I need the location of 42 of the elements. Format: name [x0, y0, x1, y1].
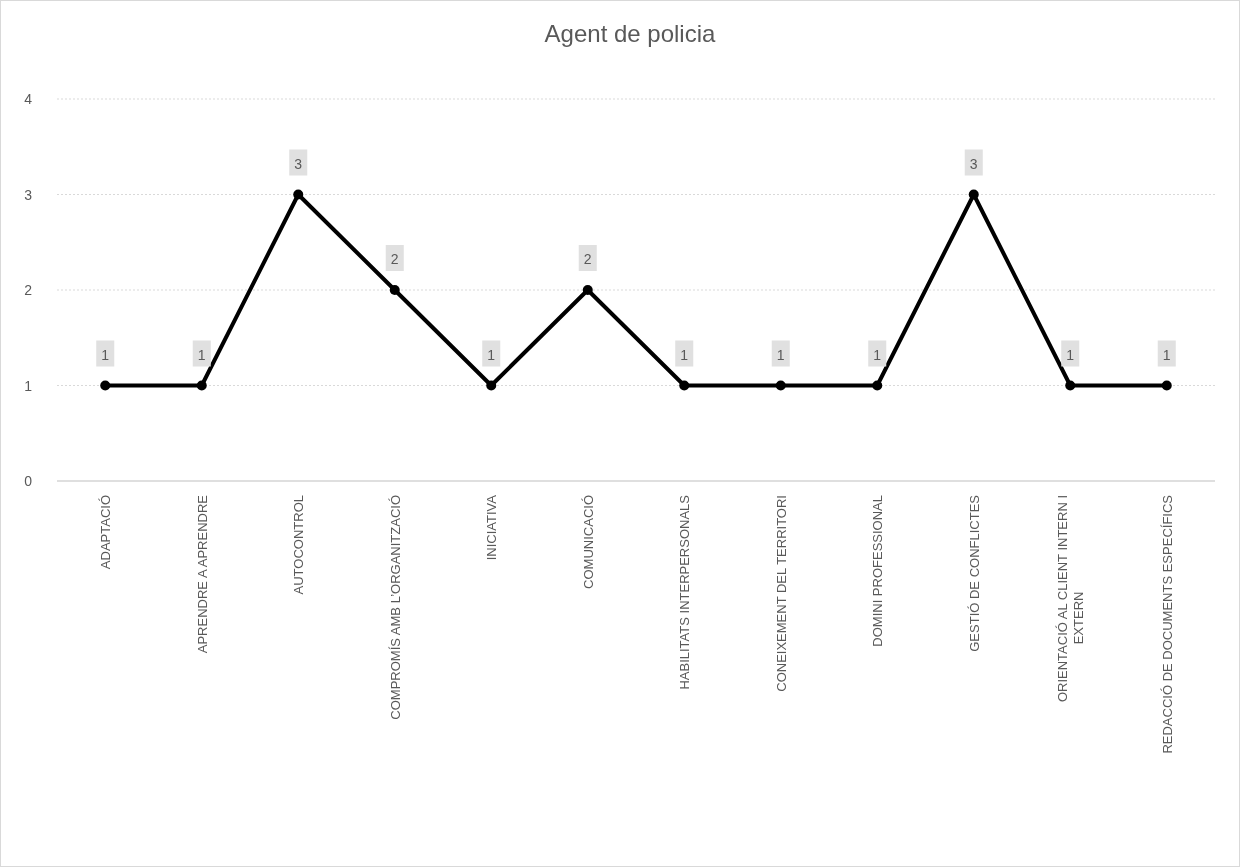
x-tick-label: APRENDRE A APRENDRE — [194, 494, 210, 654]
data-label: 1 — [1162, 346, 1171, 363]
y-tick-label: 2 — [24, 282, 33, 298]
data-label: 1 — [1066, 346, 1075, 363]
data-label: 1 — [680, 346, 689, 363]
y-tick-label: 0 — [24, 473, 33, 489]
y-tick-label: 4 — [24, 91, 33, 107]
data-label: 1 — [776, 346, 785, 363]
y-tick-label: 3 — [24, 186, 33, 203]
x-tick-label: ADAPTACIÓ — [98, 495, 114, 570]
point — [582, 285, 593, 295]
data-label: 2 — [390, 251, 399, 267]
x-tick-label: REDACCIÓ DE DOCUMENTS ESPECÍFICS — [1159, 494, 1175, 754]
point — [196, 380, 207, 391]
point — [293, 189, 304, 200]
point — [389, 285, 400, 295]
x-tick-label: DOMINI PROFESSIONAL — [870, 495, 886, 647]
x-tick-label: CONEIXEMENT DEL TERRITORI — [773, 495, 789, 692]
chart-title: Agent de policia — [544, 20, 717, 47]
data-label: 1 — [487, 346, 496, 363]
x-tick-label: COMUNICACIÓ — [580, 495, 596, 589]
data-label: 3 — [294, 155, 303, 172]
x-tick-label: COMPROMÍS AMB L’ORGANITZACIÓ — [387, 495, 403, 720]
data-label: 1 — [873, 346, 882, 363]
point — [775, 380, 786, 391]
x-tick-label: GESTIÓ DE CONFLICTES — [966, 494, 982, 652]
point — [1161, 380, 1172, 391]
data-label: 1 — [101, 346, 110, 363]
point — [486, 380, 497, 391]
point — [968, 189, 979, 200]
point — [100, 380, 111, 391]
data-label: 2 — [583, 251, 592, 267]
point — [1065, 380, 1076, 391]
y-tick-label: 1 — [24, 377, 33, 394]
point — [872, 380, 883, 391]
x-tick-label: HABILITATS INTERPERSONALS — [677, 494, 693, 690]
x-tick-label: ORIENTACIÓ AL CLIENT INTERN I EXTERN — [1055, 495, 1087, 703]
data-label: 1 — [197, 346, 206, 363]
x-tick-label: INICIATIVA — [484, 494, 500, 561]
data-label: 3 — [969, 155, 978, 172]
x-tick-label: AUTOCONTROL — [291, 495, 307, 595]
point — [679, 380, 690, 391]
